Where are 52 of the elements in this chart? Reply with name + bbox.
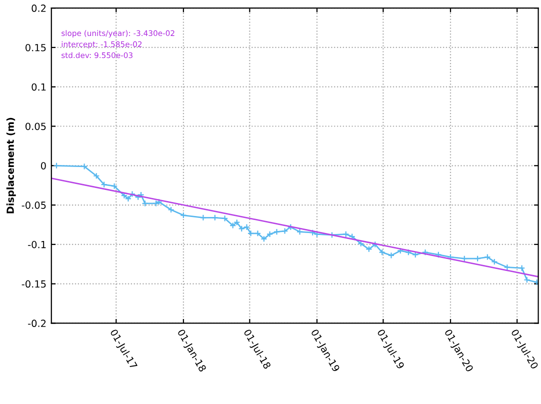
- y-tick-label: -0.1: [28, 240, 46, 248]
- point: [524, 276, 530, 284]
- point: [412, 251, 419, 258]
- y-axis-title: Displacement (m): [6, 118, 16, 214]
- point: [200, 214, 207, 221]
- point: [100, 181, 108, 188]
- point: [296, 228, 304, 236]
- point: [110, 182, 118, 190]
- point: [342, 230, 350, 238]
- y-tick-label: 0: [40, 162, 46, 170]
- point: [372, 241, 378, 248]
- point: [247, 230, 254, 237]
- point: [254, 230, 262, 237]
- point: [260, 236, 268, 242]
- point: [422, 248, 429, 256]
- point: [518, 264, 526, 272]
- point: [314, 230, 320, 238]
- point: [366, 246, 372, 252]
- y-tick-label: -0.05: [22, 202, 46, 209]
- point: [230, 222, 236, 229]
- point: [221, 215, 228, 222]
- point: [273, 228, 280, 236]
- y-tick-label: 0.2: [32, 4, 46, 12]
- y-tick-label: -0.15: [22, 280, 46, 288]
- point: [378, 248, 386, 256]
- point: [212, 214, 218, 221]
- point: [156, 198, 162, 206]
- point: [80, 163, 88, 170]
- y-tick-label: 0.1: [32, 83, 46, 91]
- point: [484, 254, 491, 260]
- point: [504, 264, 511, 271]
- point: [474, 255, 481, 262]
- point: [388, 252, 395, 259]
- point: [309, 229, 316, 236]
- point: [266, 230, 274, 238]
- point: [405, 248, 412, 256]
- point: [281, 228, 288, 234]
- point: [447, 254, 454, 260]
- point: [180, 212, 187, 219]
- y-tick-label: 0.05: [26, 122, 46, 130]
- point: [142, 200, 148, 207]
- point: [152, 200, 160, 207]
- y-tick-label: -0.2: [28, 320, 46, 328]
- point: [93, 172, 100, 180]
- point: [491, 258, 498, 266]
- point: [138, 191, 144, 198]
- point: [134, 194, 142, 200]
- point: [435, 251, 442, 258]
- point: [461, 255, 468, 262]
- point: [168, 206, 174, 214]
- y-tick-label: 0.15: [26, 44, 46, 52]
- point: [234, 219, 240, 226]
